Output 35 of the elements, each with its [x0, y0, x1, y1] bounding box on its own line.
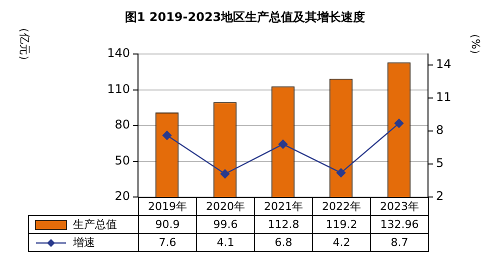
data-label: 90.9	[138, 216, 196, 234]
y2-tick-label: 14	[436, 57, 452, 72]
y2-tick-label: 5	[436, 156, 444, 170]
data-label: 119.2	[312, 216, 370, 234]
y-tick-label: 20	[114, 189, 130, 204]
data-label: 112.8	[254, 216, 312, 234]
y-tick-label: 140	[107, 46, 130, 60]
x-tick-label: 2020年	[196, 198, 254, 216]
data-label: 8.7	[370, 234, 428, 252]
legend-label: 增速	[28, 234, 138, 252]
data-label: 132.96	[370, 216, 428, 234]
point	[336, 168, 346, 178]
y2-axis-title: （%）	[469, 28, 482, 60]
y2-tick-label: 11	[436, 90, 452, 104]
x-tick-label: 2021年	[254, 198, 312, 216]
y2-tick-label: 2	[436, 189, 444, 204]
y-tick-label: 110	[107, 82, 130, 96]
x-tick-label: 2019年	[138, 198, 196, 216]
chart-title: 图1 2019-2023地区生产总值及其增长速度	[124, 10, 366, 24]
point	[278, 140, 288, 149]
y-tick-label: 50	[114, 153, 130, 168]
x-tick-label: 2023年	[370, 198, 428, 216]
data-label: 7.6	[138, 234, 196, 252]
point	[162, 130, 172, 140]
data-label: 6.8	[254, 234, 312, 252]
point	[220, 169, 230, 178]
point	[394, 118, 404, 128]
data-label: 4.2	[312, 234, 370, 252]
text: （亿元）	[18, 22, 32, 66]
legend-label: 生产总值	[28, 216, 138, 234]
y-tick-label: 80	[114, 118, 130, 132]
x-tick-label: 2022年	[312, 198, 370, 216]
y2-tick-label: 8	[436, 123, 444, 138]
data-label: 4.1	[196, 234, 254, 252]
data-label: 99.6	[196, 216, 254, 234]
